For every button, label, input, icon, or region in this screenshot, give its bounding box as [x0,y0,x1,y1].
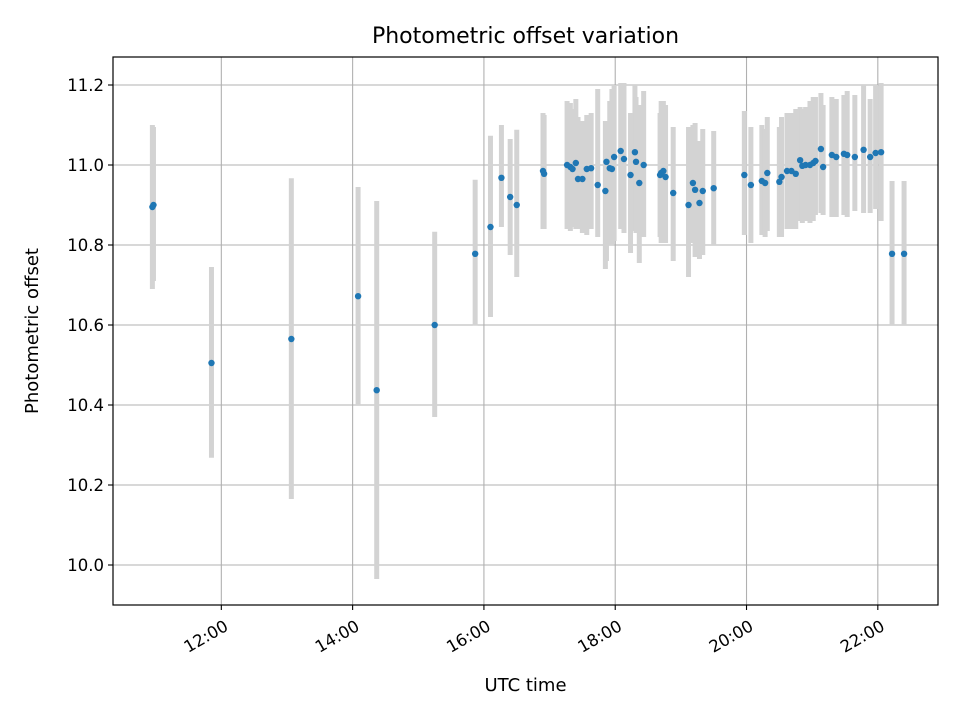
data-point [587,165,595,172]
plot-frame [112,56,939,606]
y-tick-label: 10.2 [67,476,104,495]
data-point [574,175,582,183]
data-point [670,189,677,197]
data-point [487,223,494,231]
chart-title: Photometric offset variation [372,24,679,49]
data-point [640,161,647,169]
data-point [685,201,692,209]
data-point [872,149,879,157]
data-point [888,250,896,257]
data-point [710,185,717,192]
data-point [792,170,799,177]
data-point [866,153,874,161]
data-point [817,145,825,153]
data-point [699,187,706,195]
data-point [632,158,640,165]
x-axis-label: UTC time [484,675,566,696]
data-point [431,321,438,329]
data-point [603,158,610,165]
data-point [471,250,479,257]
data-point [636,179,643,187]
data-point [506,193,514,201]
data-point [747,181,755,189]
y-tick-label: 10.8 [67,236,104,255]
data-point [594,181,601,189]
y-tick-label: 11.2 [67,76,104,95]
data-point [778,173,785,181]
data-point [288,335,295,343]
data-point [617,147,624,155]
data-point [802,161,809,169]
data-point [741,171,748,179]
data-point [610,153,618,161]
data-point [843,151,851,159]
data-point [761,179,769,187]
data-point [602,187,609,195]
data-point [764,169,771,177]
data-point [513,201,520,209]
data-point [631,149,639,156]
data-point [662,173,669,181]
data-points [149,145,908,394]
data-point [579,175,586,183]
y-tick-label: 10.0 [67,556,104,575]
data-point [783,167,791,175]
data-point [208,359,215,367]
data-point [660,167,667,175]
data-point [620,155,628,163]
data-point [540,170,548,177]
y-tick-label: 10.4 [67,396,104,415]
y-tick-label: 10.6 [67,316,104,335]
data-point [812,157,819,165]
data-point [851,153,859,161]
y-axis-label: Photometric offset [22,248,43,414]
data-point [354,293,362,300]
data-point [776,178,783,185]
grid [113,57,938,605]
data-point [796,157,804,164]
data-point [689,179,697,187]
data-point [696,199,703,207]
data-point [627,171,634,179]
y-tick-label: 11.0 [67,156,104,175]
data-point [819,163,827,171]
data-point [860,146,867,153]
ticks: 12:00 14:00 16:00 18:00 20:00 22:0010.010.210… [67,76,888,657]
data-point [900,250,908,257]
data-point [877,149,885,156]
data-point [691,186,699,193]
data-point [150,201,157,209]
data-point [833,153,840,161]
data-point [572,159,580,167]
data-point [608,165,616,173]
data-point [373,387,380,394]
data-point [498,174,505,181]
data-point [569,165,576,173]
